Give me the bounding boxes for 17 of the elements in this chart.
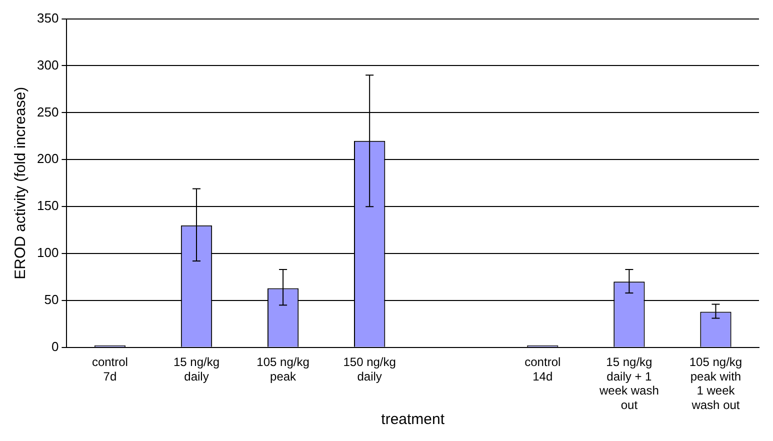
- x-tick-label: control 7d: [92, 354, 128, 384]
- y-tick-label: 0: [51, 338, 59, 354]
- x-tick-label: control 14d: [524, 354, 561, 384]
- y-tick-label: 200: [36, 151, 59, 166]
- x-tick-label: 105 ng/kg peak with 1 week wash out: [689, 354, 742, 412]
- y-tick-label: 350: [36, 10, 59, 26]
- y-tick-label: 300: [36, 57, 59, 72]
- y-tick-label: 100: [36, 245, 59, 260]
- x-tick-label: 105 ng/kg peak: [256, 354, 310, 384]
- x-axis-title: treatment: [381, 411, 446, 428]
- y-tick-label: 250: [36, 104, 59, 120]
- y-tick-label: 150: [36, 198, 59, 214]
- x-tick-label: 150 ng/kg daily: [343, 354, 396, 384]
- x-tick-label: 15 ng/kg daily + 1 week wash out: [598, 354, 659, 412]
- y-tick-label: 50: [44, 292, 59, 308]
- x-tick-label: 15 ng/kg daily: [173, 354, 220, 384]
- y-axis-title: EROD activity (fold increase): [12, 86, 30, 280]
